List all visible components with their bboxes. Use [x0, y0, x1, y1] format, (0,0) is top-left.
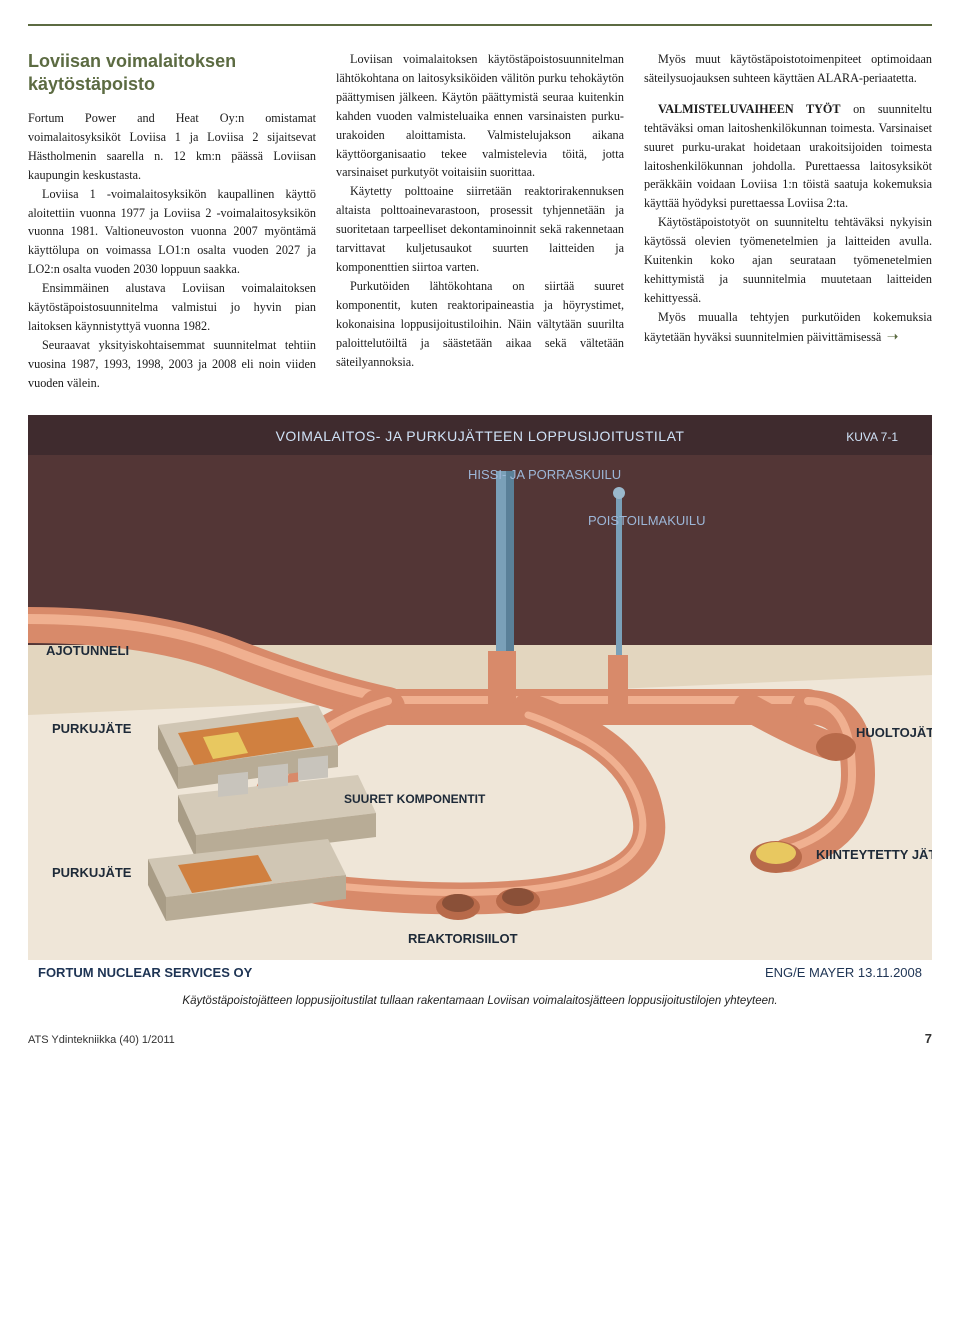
top-rule — [28, 24, 932, 26]
para: Käytetty polttoaine siirretään reaktorir… — [336, 182, 624, 277]
column-3: Myös muut käytöstäpoistotoimenpiteet opt… — [644, 50, 932, 393]
figure-wrap: VOIMALAITOS- JA PURKUJÄTTEEN LOPPUSIJOIT… — [28, 415, 932, 1007]
article-heading: Loviisan voimalaitoksen käytöstäpoisto — [28, 50, 316, 95]
hissi-shaft — [496, 471, 506, 651]
figure-kuva: KUVA 7-1 — [846, 430, 898, 444]
para: Käytöstäpoistotyöt on suunniteltu tehtäv… — [644, 213, 932, 308]
label-purkujate1: PURKUJÄTE — [52, 721, 132, 736]
repository-diagram: VOIMALAITOS- JA PURKUJÄTTEEN LOPPUSIJOIT… — [28, 415, 932, 985]
article-columns: Loviisan voimalaitoksen käytöstäpoisto F… — [28, 50, 932, 393]
para: Myös muut käytöstäpoistotoimenpiteet opt… — [644, 50, 932, 88]
label-ajotunneli: AJOTUNNELI — [46, 643, 129, 658]
page: Loviisan voimalaitoksen käytöstäpoisto F… — [0, 0, 960, 1058]
footer-left: ATS Ydintekniikka (40) 1/2011 — [28, 1034, 175, 1046]
column-1: Loviisan voimalaitoksen käytöstäpoisto F… — [28, 50, 316, 393]
para: Ensimmäinen alustava Loviisan voimalaito… — [28, 279, 316, 336]
para: Loviisa 1 -voimalaitosyksikön kaupalline… — [28, 185, 316, 280]
para: Seuraavat yksityiskohtaisemmat suunnitel… — [28, 336, 316, 393]
figure-footer-left: FORTUM NUCLEAR SERVICES OY — [38, 965, 253, 980]
label-huoltojate: HUOLTOJÄTE — [856, 725, 932, 740]
label-poistoilma: POISTOILMAKUILU — [588, 513, 706, 528]
figure-title: VOIMALAITOS- JA PURKUJÄTTEEN LOPPUSIJOIT… — [276, 428, 685, 444]
label-hissi: HISSI- JA PORRASKUILU — [468, 467, 621, 482]
figure-footer-right: ENG/E MAYER 13.11.2008 — [765, 965, 922, 980]
para: VALMISTELUVAIHEEN TYÖT on suunniteltu te… — [644, 100, 932, 213]
figure-caption: Käytöstäpoistojätteen loppusijoitustilat… — [28, 995, 932, 1007]
para: Purkutöiden lähtökohtana on siirtää suur… — [336, 277, 624, 372]
continue-arrow-icon: ➝ — [883, 330, 898, 345]
bold-lead: VALMISTELUVAIHEEN TYÖT — [658, 102, 841, 116]
para: Loviisan voimalaitoksen käytöstäpoistosu… — [336, 50, 624, 182]
para: Fortum Power and Heat Oy:n omistamat voi… — [28, 109, 316, 185]
label-kiinteytetty: KIINTEYTETTY JÄTE — [816, 847, 932, 862]
page-number: 7 — [925, 1031, 932, 1046]
column-2: Loviisan voimalaitoksen käytöstäpoistosu… — [336, 50, 624, 393]
page-footer: ATS Ydintekniikka (40) 1/2011 7 — [28, 1031, 932, 1046]
label-suuret: SUURET KOMPONENTIT — [344, 792, 486, 806]
label-reaktorisiilot: REAKTORISIILOT — [408, 931, 518, 946]
para: Myös muualla tehtyjen purkutöiden kokemu… — [644, 308, 932, 349]
para-tail: on suunniteltu tehtäväksi oman laitoshen… — [644, 102, 932, 211]
label-purkujate2: PURKUJÄTE — [52, 865, 132, 880]
